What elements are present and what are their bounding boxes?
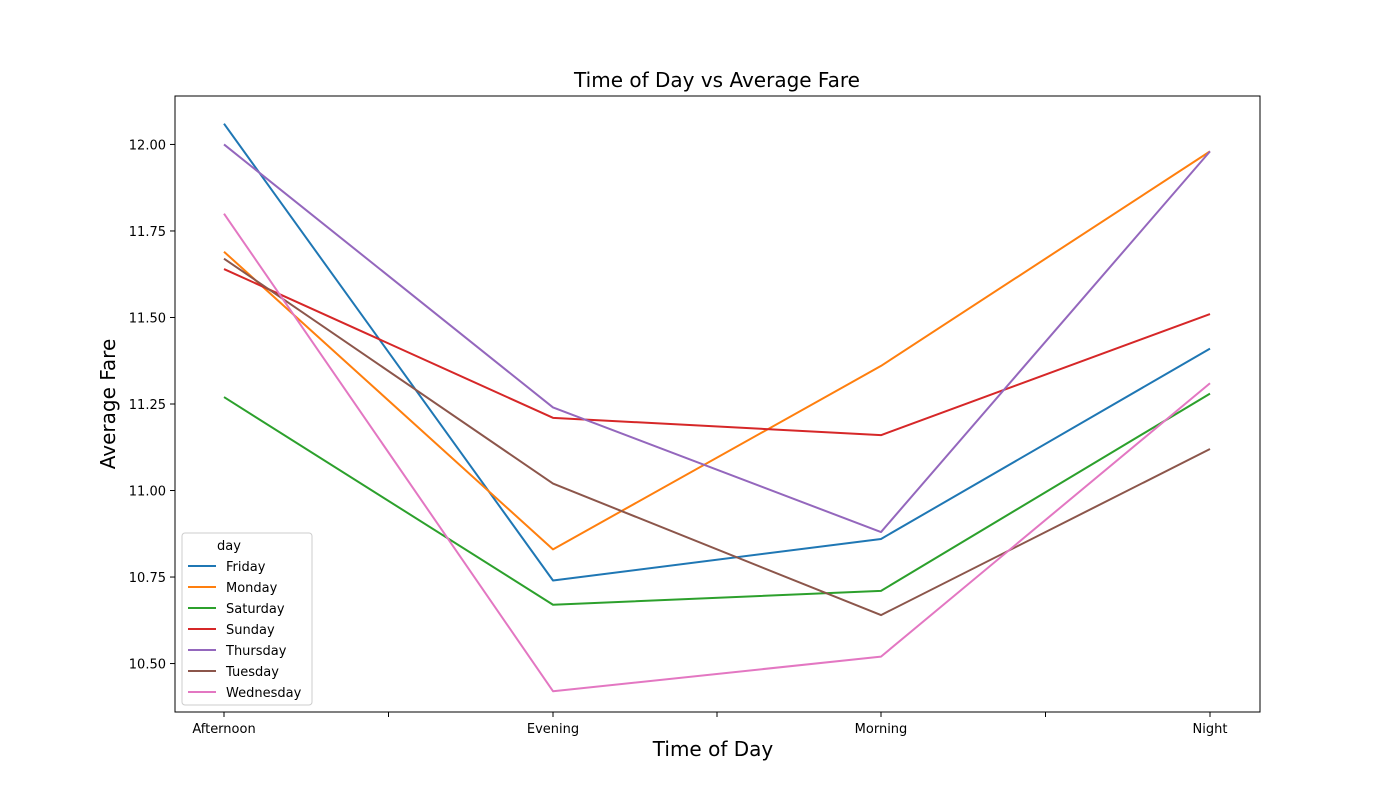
series-line-thursday [223, 143, 1211, 534]
legend-label-sunday: Sunday [226, 623, 275, 638]
y-axis-title: Average Fare [96, 339, 120, 470]
x-axis-title: Time of Day [652, 737, 774, 761]
plot-frame [174, 95, 1261, 713]
legend-label-wednesday: Wednesday [226, 686, 302, 701]
y-tick-label: 10.50 [129, 658, 166, 673]
y-tick-label: 11.00 [129, 485, 166, 500]
y-tick-label: 11.75 [129, 225, 166, 240]
legend-box [181, 532, 313, 706]
x-tick-label: Night [1193, 722, 1228, 737]
legend: day Friday Monday Saturday Sunday Thursday Tue… [181, 532, 313, 706]
series-line-wednesday [223, 213, 1211, 693]
y-tick-label: 12.00 [129, 138, 166, 153]
legend-label-monday: Monday [226, 581, 278, 596]
series-line-tuesday [223, 257, 1211, 617]
series-line-saturday [223, 392, 1211, 606]
series-line-monday [223, 150, 1211, 551]
legend-title: day [217, 539, 241, 554]
legend-label-tuesday: Tuesday [225, 665, 279, 680]
chart-title: Time of Day vs Average Fare [573, 68, 860, 92]
x-tick-label: Morning [855, 722, 908, 737]
x-tick-label: Afternoon [192, 722, 255, 737]
x-tick-label: Evening [527, 722, 579, 737]
series-line-sunday [223, 268, 1211, 437]
y-tick-label: 10.75 [129, 571, 166, 586]
series-line-friday [223, 123, 1211, 582]
y-axis: 10.50 10.75 11.00 11.25 11.50 11.75 12.00 [129, 138, 175, 673]
plot-area [223, 123, 1211, 693]
y-tick-label: 11.50 [129, 311, 166, 326]
legend-label-thursday: Thursday [225, 644, 287, 659]
legend-label-friday: Friday [226, 560, 266, 575]
legend-label-saturday: Saturday [226, 602, 285, 617]
x-axis: Afternoon Evening Morning Night [192, 712, 1227, 737]
y-tick-label: 11.25 [129, 398, 166, 413]
